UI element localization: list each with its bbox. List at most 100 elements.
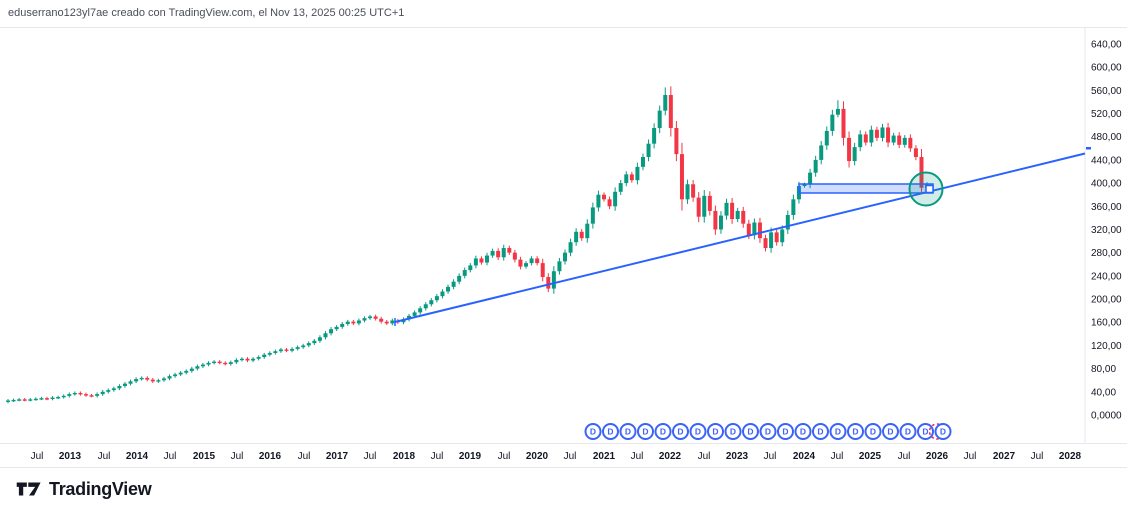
dividend-badge[interactable] (654, 423, 672, 440)
dividend-badge[interactable] (602, 423, 619, 440)
time-axis-month-label[interactable]: Jul (631, 451, 644, 462)
price-axis-label[interactable]: 520,00 (1091, 109, 1122, 120)
price-axis-label[interactable]: 120,00 (1091, 341, 1122, 352)
candle-body (423, 304, 428, 309)
candle-body (763, 238, 768, 249)
time-axis-month-label[interactable]: Jul (964, 451, 977, 462)
price-axis-label[interactable]: 320,00 (1091, 225, 1122, 236)
time-axis-year-label[interactable]: 2018 (393, 451, 416, 462)
candle-body (245, 358, 250, 361)
time-axis-year-label[interactable]: 2025 (859, 451, 882, 462)
candle-body (384, 321, 389, 324)
dividend-badge[interactable] (584, 423, 602, 440)
time-axis-year-label[interactable]: 2024 (793, 451, 816, 462)
time-axis-month-label[interactable]: Jul (898, 451, 911, 462)
price-axis-label[interactable]: 560,00 (1091, 86, 1122, 97)
time-axis-month-label[interactable]: Jul (298, 451, 311, 462)
dividend-badge[interactable] (934, 423, 952, 440)
candle-body (429, 300, 434, 305)
time-axis-year-label[interactable]: 2019 (459, 451, 482, 462)
price-axis-label[interactable]: 280,00 (1091, 248, 1122, 259)
trendline-drawing[interactable] (394, 152, 1086, 323)
price-axis-label[interactable]: 0,0000 (1091, 411, 1122, 422)
candle-body (340, 323, 345, 327)
price-axis-label[interactable]: 400,00 (1091, 179, 1122, 190)
dividend-badge[interactable] (899, 423, 917, 440)
candle-body (590, 207, 595, 224)
time-axis-month-label[interactable]: Jul (364, 451, 377, 462)
candle-body (228, 362, 233, 364)
dividend-badge[interactable] (707, 423, 724, 440)
time-axis-month-label[interactable]: Jul (164, 451, 177, 462)
time-axis-month-label[interactable]: Jul (764, 451, 777, 462)
candle-body (278, 349, 283, 352)
dividend-badge[interactable] (794, 423, 812, 440)
candle-body (156, 380, 161, 382)
candle-body (557, 261, 562, 272)
dividend-badge[interactable] (847, 423, 864, 440)
candle-body (746, 223, 751, 236)
time-axis-month-label[interactable]: Jul (698, 451, 711, 462)
candle-body (173, 374, 178, 377)
candle-body (730, 202, 735, 220)
time-axis-year-label[interactable]: 2026 (926, 451, 949, 462)
price-axis-label[interactable]: 200,00 (1091, 295, 1122, 306)
dividend-badge[interactable] (812, 423, 829, 440)
dividend-badge[interactable] (689, 423, 707, 440)
time-axis-year-label[interactable]: 2022 (659, 451, 682, 462)
candle-body (239, 358, 244, 361)
time-axis-month-label[interactable]: Jul (1031, 451, 1044, 462)
time-axis-month-label[interactable]: Jul (831, 451, 844, 462)
price-axis-label[interactable]: 40,00 (1091, 387, 1116, 398)
time-axis-month-label[interactable]: Jul (31, 451, 44, 462)
time-axis-year-label[interactable]: 2023 (726, 451, 749, 462)
time-axis-year-label[interactable]: 2020 (526, 451, 549, 462)
dividend-badge[interactable] (864, 423, 882, 440)
time-axis-year-label[interactable]: 2014 (126, 451, 149, 462)
candle-body (195, 366, 200, 369)
time-axis-month-label[interactable]: Jul (231, 451, 244, 462)
time-axis-year-label[interactable]: 2015 (193, 451, 216, 462)
candle-body (891, 135, 896, 143)
dividend-badge[interactable] (882, 423, 899, 440)
price-axis-label[interactable]: 240,00 (1091, 271, 1122, 282)
price-axis-label[interactable]: 360,00 (1091, 202, 1122, 213)
candle-body (412, 312, 417, 316)
candle-body (301, 345, 306, 348)
candle-body (808, 172, 813, 185)
dividend-badge[interactable] (829, 423, 847, 440)
candle-body (841, 108, 846, 138)
price-axis-label[interactable]: 640,00 (1091, 39, 1122, 50)
time-axis-year-label[interactable]: 2017 (326, 451, 349, 462)
time-axis-month-label[interactable]: Jul (98, 451, 111, 462)
dividend-badge[interactable] (724, 423, 742, 440)
dividend-badge[interactable] (742, 423, 759, 440)
candle-body (28, 399, 33, 401)
price-axis-label[interactable]: 440,00 (1091, 155, 1122, 166)
candle-body (256, 357, 261, 359)
time-axis-year-label[interactable]: 2028 (1059, 451, 1082, 462)
price-axis-label[interactable]: 600,00 (1091, 63, 1122, 74)
price-axis-label[interactable]: 80,00 (1091, 364, 1116, 375)
dividend-badge[interactable] (637, 423, 654, 440)
dividend-badge[interactable] (672, 423, 689, 440)
price-axis-label[interactable]: 160,00 (1091, 318, 1122, 329)
candle-body (312, 340, 317, 344)
dividend-badge[interactable] (917, 423, 934, 440)
time-axis-year-label[interactable]: 2016 (259, 451, 282, 462)
candle-body (785, 214, 790, 230)
dividend-badge[interactable] (777, 423, 794, 440)
dividend-badge[interactable] (759, 423, 777, 440)
candle-body (78, 392, 83, 395)
time-axis-month-label[interactable]: Jul (431, 451, 444, 462)
time-axis-year-label[interactable]: 2027 (993, 451, 1016, 462)
rectangle-handle[interactable] (925, 184, 934, 194)
candle-body (83, 394, 88, 396)
time-axis-year-label[interactable]: 2013 (59, 451, 82, 462)
time-axis-month-label[interactable]: Jul (498, 451, 511, 462)
time-axis-year-label[interactable]: 2021 (593, 451, 616, 462)
time-axis-month-label[interactable]: Jul (564, 451, 577, 462)
price-axis-label[interactable]: 480,00 (1091, 132, 1122, 143)
dividend-badge[interactable] (619, 423, 637, 440)
